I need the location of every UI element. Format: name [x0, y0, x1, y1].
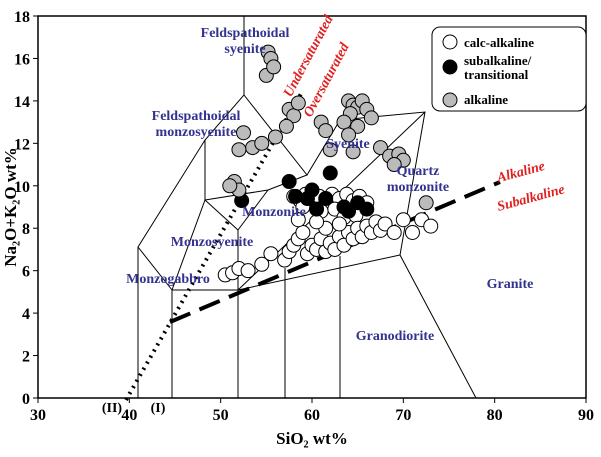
- field-label: Granite: [486, 277, 534, 292]
- x-axis-title: SiO₂ wt%: [276, 429, 348, 448]
- point: [318, 123, 334, 139]
- point: [240, 263, 256, 279]
- legend-marker: [442, 92, 458, 108]
- point: [341, 127, 357, 143]
- x-tick-label: 90: [578, 407, 594, 424]
- point: [404, 224, 420, 240]
- y-tick-label: 16: [14, 51, 30, 68]
- point: [386, 157, 402, 173]
- point: [331, 216, 347, 232]
- point: [290, 95, 306, 111]
- point: [336, 114, 352, 130]
- legend: [431, 26, 587, 112]
- field-label: Monzogabbro: [126, 272, 210, 287]
- point: [231, 142, 247, 158]
- legend-label: alkaline: [464, 92, 508, 107]
- point: [418, 195, 434, 211]
- y-tick-label: 14: [14, 94, 30, 111]
- point: [236, 125, 251, 141]
- point: [290, 212, 306, 228]
- point: [299, 191, 315, 207]
- legend-marker: [442, 59, 458, 75]
- legend-marker: [442, 34, 458, 50]
- x-tick-label: 80: [487, 407, 503, 424]
- annotation: Alkaline: [495, 159, 547, 186]
- y-tick-label: 8: [22, 221, 30, 238]
- point: [254, 256, 270, 272]
- point: [267, 129, 283, 145]
- point: [278, 118, 294, 134]
- field-label: Feldspathoidal syenite: [200, 26, 290, 57]
- point: [254, 135, 270, 151]
- x-tick-label: 70: [395, 407, 411, 424]
- point: [309, 201, 325, 217]
- point: [295, 224, 311, 240]
- field-label: Syenite: [326, 137, 370, 152]
- legend-label: subalkaline/transitional: [464, 53, 532, 82]
- y-tick-label: 10: [14, 179, 30, 196]
- point: [222, 178, 238, 194]
- point: [423, 218, 439, 234]
- field-label: Quartz monzonite: [386, 164, 450, 195]
- point: [345, 144, 361, 160]
- point: [318, 191, 334, 207]
- point: [350, 195, 366, 211]
- point: [386, 224, 402, 240]
- point: [373, 140, 388, 156]
- x-tick-label: 50: [213, 407, 229, 424]
- field-label: Granodiorite: [355, 329, 435, 344]
- point: [266, 59, 282, 75]
- y-tick-label: 6: [22, 264, 30, 281]
- annotation: (II): [102, 401, 123, 416]
- y-tick-label: 18: [14, 9, 30, 26]
- y-axis-title: Na₂O+K₂O wt%: [1, 147, 20, 267]
- point: [363, 110, 379, 126]
- point: [263, 246, 279, 262]
- point: [322, 165, 338, 181]
- y-tick-label: 2: [22, 349, 30, 366]
- annotation: (I): [151, 401, 166, 416]
- point: [309, 214, 325, 230]
- point: [395, 212, 411, 228]
- legend-label: calc-alkaline: [464, 35, 534, 50]
- annotation: Subalkaline: [496, 182, 567, 214]
- x-tick-label: 60: [304, 407, 320, 424]
- y-tick-label: 12: [14, 136, 30, 153]
- point: [350, 118, 366, 134]
- field-label: Monzosyenite: [170, 235, 254, 250]
- point: [322, 142, 338, 158]
- x-tick-label: 30: [30, 407, 46, 424]
- y-tick-label: 0: [22, 391, 30, 408]
- field-label: Feldspathoidal monzosyenite: [151, 109, 241, 140]
- point: [341, 203, 357, 219]
- x-tick-label: 40: [121, 407, 137, 424]
- y-tick-label: 4: [22, 306, 30, 323]
- field-label: Monzonite: [242, 205, 306, 220]
- point: [281, 174, 297, 190]
- point: [377, 216, 393, 232]
